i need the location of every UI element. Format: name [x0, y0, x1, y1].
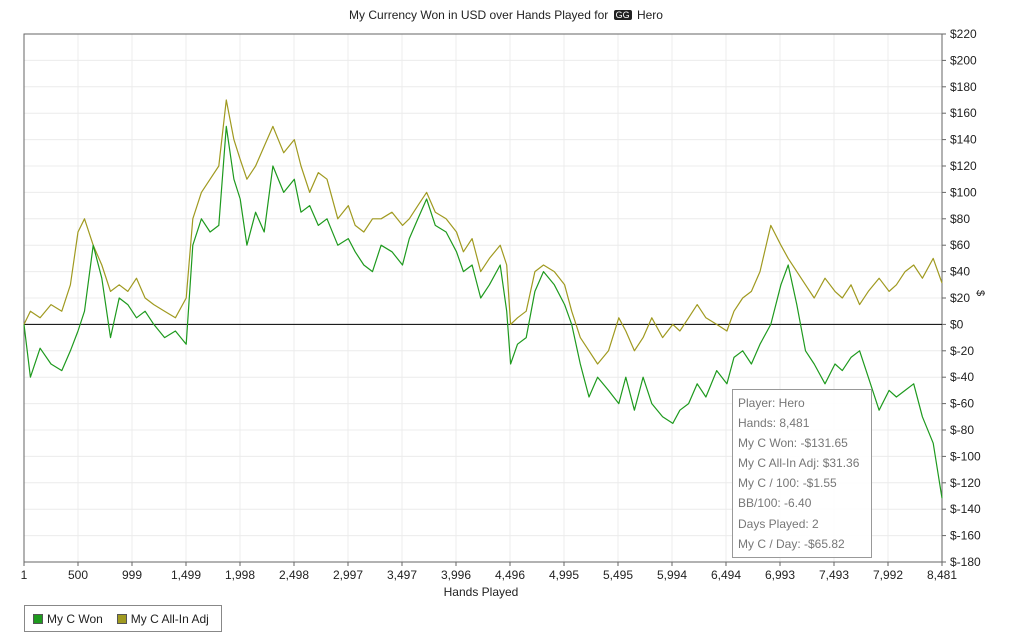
y-tick-label: $0 [950, 317, 964, 331]
y-tick-label: $-100 [950, 449, 981, 463]
series-line-my-c-won [23, 125, 943, 499]
tooltip-perday: My C / Day: -$65.82 [738, 536, 845, 551]
site-badge-icon: GG [613, 10, 632, 20]
tooltip-per100: My C / 100: -$1.55 [738, 476, 837, 491]
legend-swatch-allin [116, 613, 127, 624]
x-tick-label: 7,992 [873, 568, 903, 582]
x-tick-label: 5,994 [657, 568, 687, 582]
title-prefix: My Currency Won in USD over Hands Played… [349, 8, 609, 22]
title-player: Hero [636, 8, 663, 22]
tooltip-hands: Hands: 8,481 [738, 416, 810, 431]
x-tick-label: 2,498 [279, 568, 309, 582]
tooltip-bb100: BB/100: -6.40 [738, 496, 812, 511]
legend: My C Won My C All-In Adj [24, 605, 222, 632]
x-tick-label: 999 [122, 568, 142, 582]
y-tick-label: $200 [950, 53, 977, 67]
legend-item-allin[interactable]: My C All-In Adj [116, 611, 209, 626]
x-tick-label: 7,493 [819, 568, 849, 582]
y-tick-label: $-140 [950, 502, 981, 516]
x-axis-label: Hands Played [443, 585, 519, 599]
x-tick-label: 6,993 [765, 568, 795, 582]
y-tick-label: $-180 [950, 555, 981, 569]
x-tick-label: 4,995 [549, 568, 579, 582]
legend-swatch-won [33, 613, 43, 624]
y-tick-label: $-20 [950, 344, 974, 358]
y-tick-label: $80 [950, 212, 970, 226]
tooltip-player: Player: Hero [738, 396, 805, 410]
y-tick-label: $-120 [950, 476, 981, 490]
hover-tooltip: Player: Hero Hands: 8,481 My C Won: -$13… [732, 389, 872, 558]
y-tick-label: $40 [950, 265, 970, 279]
x-tick-label: 6,494 [711, 568, 741, 582]
y-tick-label: $160 [950, 106, 977, 120]
x-tick-label: 1,998 [225, 568, 255, 582]
tooltip-days: Days Played: 2 [738, 516, 819, 531]
x-tick-label: 1 [21, 568, 28, 582]
y-tick-label: $-160 [950, 529, 981, 543]
legend-label-allin: My C All-In Adj [130, 611, 209, 626]
x-tick-label: 2,997 [333, 568, 363, 582]
tooltip-won: My C Won: -$131.65 [738, 436, 848, 451]
legend-item-won[interactable]: My C Won [33, 612, 103, 626]
x-tick-label: 8,481 [927, 568, 957, 582]
y-tick-label: $140 [950, 133, 977, 147]
y-axis-label: $ [974, 290, 986, 297]
x-tick-label: 5,495 [603, 568, 633, 582]
x-tick-label: 3,996 [441, 568, 471, 582]
chart-title: My Currency Won in USD over Hands Played… [0, 8, 1012, 22]
x-tick-label: 3,497 [387, 568, 417, 582]
y-tick-label: $120 [950, 159, 977, 173]
x-tick-label: 4,496 [495, 568, 525, 582]
x-tick-label: 1,499 [171, 568, 201, 582]
y-tick-label: $-60 [950, 397, 974, 411]
y-tick-label: $-40 [950, 370, 974, 384]
y-tick-label: $60 [950, 238, 970, 252]
legend-label-won: My C Won [47, 611, 103, 626]
x-tick-label: 500 [68, 568, 88, 582]
y-tick-label: $100 [950, 185, 977, 199]
tooltip-allin: My C All-In Adj: $31.36 [738, 456, 860, 471]
y-tick-label: $220 [950, 27, 977, 41]
y-tick-label: $-80 [950, 423, 974, 437]
series-line-my-c-all-in-adj [23, 99, 943, 365]
y-tick-label: $180 [950, 80, 977, 94]
y-tick-label: $20 [950, 291, 970, 305]
plot-border [23, 33, 943, 563]
